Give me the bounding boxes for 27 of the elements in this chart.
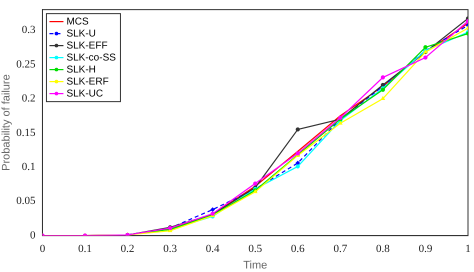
x-tick-label: 0.1	[78, 243, 92, 256]
x-axis-title: Time	[243, 259, 268, 272]
x-tick-label: 0.6	[290, 243, 306, 256]
x-tick-label: 0.2	[120, 243, 134, 256]
y-tick-label: 0.3	[22, 24, 36, 36]
x-tick-label: 0.3	[163, 243, 178, 256]
legend-label: SLK-EFF	[66, 40, 108, 52]
y-axis-title: Probability of failure	[0, 74, 13, 171]
x-tick-label: 0.8	[376, 243, 390, 256]
x-tick-label: 0	[40, 243, 46, 256]
legend-label: MCS	[66, 16, 89, 28]
y-tick-label: 0.1	[22, 161, 36, 174]
y-tick-label: 0.15	[16, 126, 36, 139]
legend-label: SLK-co-SS	[66, 52, 116, 64]
x-tick-label: 1	[465, 243, 471, 256]
y-tick-label: 0.2	[22, 92, 36, 105]
y-tick-label: 0	[30, 229, 36, 242]
y-tick-label: 0.25	[16, 58, 36, 70]
legend-label: SLK-U	[66, 28, 96, 40]
x-tick-label: 0.5	[248, 243, 263, 256]
x-tick-label: 0.4	[206, 243, 220, 256]
y-tick-label: 0.05	[16, 195, 36, 208]
legend-label: SLK-ERF	[66, 76, 109, 88]
legend-label: SLK-H	[66, 64, 96, 76]
x-tick-label: 0.9	[418, 243, 433, 256]
x-tick-label: 0.7	[333, 243, 348, 256]
legend-label: SLK-UC	[66, 88, 104, 100]
